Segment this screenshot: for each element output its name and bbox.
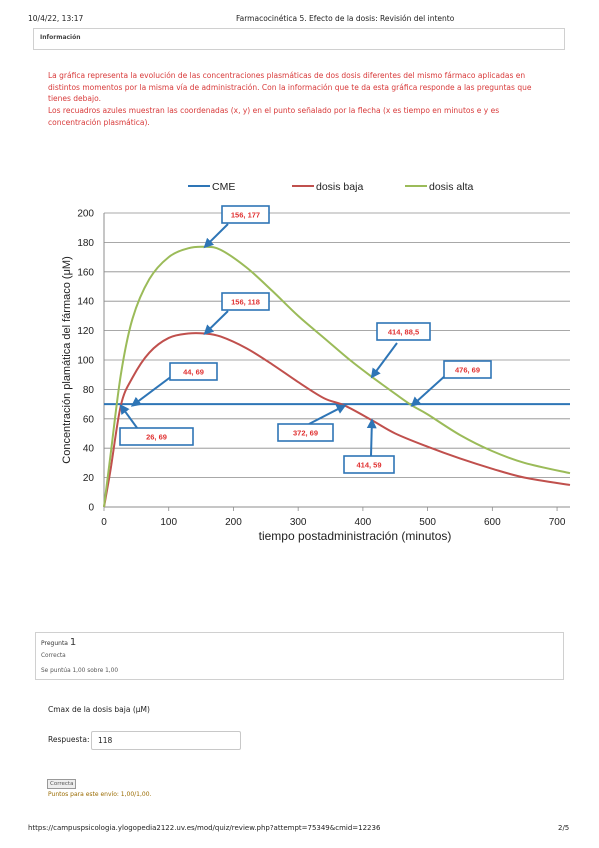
legend-label-dosis-baja: dosis baja: [316, 181, 363, 193]
info-box: Información: [33, 28, 565, 50]
y-tick-label: 200: [77, 209, 94, 220]
annotation-box: [443, 360, 492, 379]
y-tick-label: 60: [83, 414, 95, 425]
footer-page: 2/5: [558, 824, 570, 832]
annotation-label: 414, 59: [356, 461, 381, 470]
x-tick-label: 700: [549, 517, 566, 528]
footer-url: https://campuspsicologia.ylogopedia2122.…: [28, 824, 381, 832]
chart-grid: [104, 212, 570, 479]
annotation-box: [376, 322, 431, 341]
series-line-dosis-alta: [103, 245, 571, 508]
question-number-value: 1: [69, 637, 77, 648]
series-line-dosis-baja: [103, 332, 571, 508]
concentration-chart: 0 20 40 60 80 100 120 140 160 180 200 0 100 200 300 40…: [61, 181, 571, 543]
question-info-box: Pregunta 1 Correcta Se puntúa 1,00 sobre…: [35, 632, 564, 680]
annotation-box: [277, 423, 334, 442]
y-tick-label: 0: [88, 503, 94, 514]
description: La gráfica representa la evolución de la…: [48, 70, 543, 128]
x-tick-label: 500: [419, 517, 436, 528]
y-tick-label: 80: [83, 385, 95, 396]
feedback-text: Puntos para este envío: 1,00/1,00.: [48, 791, 152, 798]
legend-label-cme: CME: [212, 181, 235, 193]
y-axis-label: Concentración plamática del fármaco (μM): [61, 256, 73, 463]
annotation-label: 44, 69: [183, 368, 204, 377]
annotation-arrow: [366, 418, 377, 457]
annotation-label: 26, 69: [146, 433, 167, 442]
annotation-label: 476, 69: [455, 366, 480, 375]
annotation-arrow: [203, 223, 229, 249]
y-tick-labels: 0 20 40 60 80 100 120 140 160 180 200: [77, 209, 94, 514]
x-tick-label: 400: [355, 517, 372, 528]
series-lines: [103, 245, 571, 508]
annotation-box: [343, 455, 395, 474]
annotation-box: [119, 427, 194, 446]
question-label: Pregunta: [41, 640, 68, 647]
annotation-arrow: [308, 404, 347, 425]
question-number: Pregunta 1: [41, 637, 76, 648]
x-tick-labels: 0 100 200 300 400 500 600 700: [101, 517, 566, 528]
annotation-label: 156, 118: [231, 298, 260, 307]
annotation-label: 156, 177: [231, 211, 260, 220]
annotation-arrow: [370, 342, 398, 379]
x-tick-label: 0: [101, 517, 107, 528]
y-tick-label: 20: [83, 473, 95, 484]
x-tick-label: 100: [160, 517, 177, 528]
y-tick-label: 180: [77, 238, 94, 249]
question-text: Cmax de la dosis baja (μM): [48, 705, 150, 714]
annotation-box: [169, 362, 218, 381]
annotation-arrow: [203, 310, 229, 335]
legend-label-dosis-alta: dosis alta: [429, 181, 474, 193]
x-axis-label: tiempo postadministración (minutos): [259, 529, 452, 543]
chart-annotations: 156, 177 156, 118 44, 69 26, 69 414, 88,5 476…: [119, 205, 492, 474]
annotation-box: [221, 292, 270, 311]
description-line-1: La gráfica representa la evolución de la…: [48, 71, 532, 104]
question-score: Se puntúa 1,00 sobre 1,00: [41, 668, 119, 674]
annotation-label: 414, 88,5: [388, 328, 419, 337]
y-tick-label: 140: [77, 297, 94, 308]
description-line-2: Los recuadros azules muestran las coorde…: [48, 105, 500, 127]
annotation-box: [221, 205, 270, 224]
header-datetime: 10/4/22, 13:17: [28, 14, 84, 23]
y-tick-label: 120: [77, 326, 94, 337]
chart-axes: [103, 213, 570, 511]
y-tick-label: 40: [83, 444, 95, 455]
annotation-arrow: [130, 372, 177, 407]
annotation-label: 372, 69: [293, 429, 318, 438]
answer-label: Respuesta:: [48, 735, 90, 744]
y-tick-label: 160: [77, 267, 94, 278]
chart-legend: CME dosis baja dosis alta: [188, 181, 474, 193]
answer-input[interactable]: [91, 731, 241, 750]
correct-badge: Correcta: [47, 779, 77, 789]
x-tick-label: 300: [290, 517, 307, 528]
annotation-arrow: [410, 374, 447, 407]
x-tick-label: 200: [225, 517, 242, 528]
x-tick-label: 600: [484, 517, 501, 528]
header-title: Farmacocinética 5. Efecto de la dosis: R…: [236, 14, 455, 23]
question-status: Correcta: [41, 653, 66, 659]
y-tick-label: 100: [77, 356, 94, 367]
info-label: Información: [40, 34, 81, 41]
